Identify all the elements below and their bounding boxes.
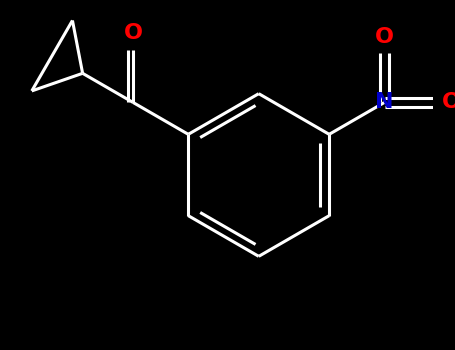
Text: N: N — [375, 92, 394, 112]
Text: O: O — [123, 23, 142, 43]
Text: O: O — [375, 27, 394, 47]
Text: O: O — [442, 92, 455, 112]
